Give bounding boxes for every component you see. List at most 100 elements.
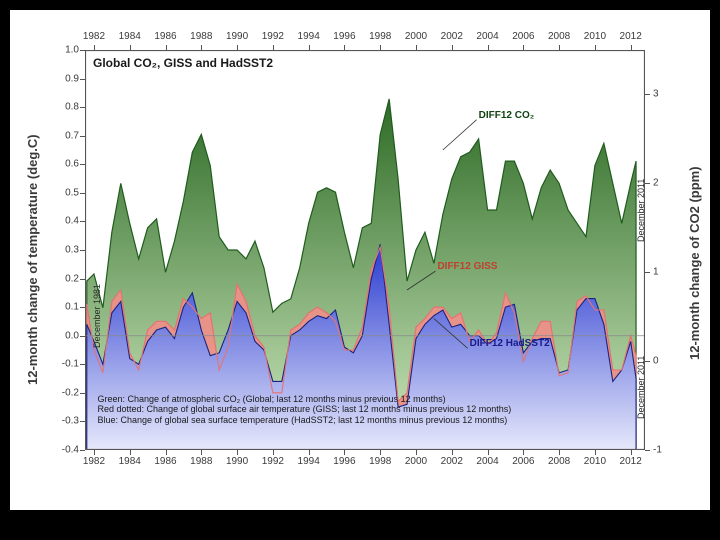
ytick-label-left: 0.1 (55, 302, 79, 313)
xtick-label-bottom: 1988 (190, 456, 212, 467)
ytick-label-right: 1 (653, 267, 659, 278)
ytick-left (80, 364, 85, 365)
xtick-label-top: 1998 (369, 31, 391, 42)
ytick-label-left: -0.3 (55, 416, 79, 427)
xtick-label-bottom: 2002 (441, 456, 463, 467)
boundary-right-b: December 2011 (636, 356, 646, 419)
xtick-bot (631, 450, 632, 455)
ytick-label-left: -0.4 (55, 445, 79, 456)
ytick-label-left: 0.7 (55, 130, 79, 141)
xtick-label-bottom: 2006 (512, 456, 534, 467)
xtick-bot (309, 450, 310, 455)
ytick-left (80, 221, 85, 222)
xtick-label-bottom: 2010 (584, 456, 606, 467)
xtick-top (523, 45, 524, 50)
xtick-bot (416, 450, 417, 455)
xtick-label-top: 2008 (548, 31, 570, 42)
xtick-label-bottom: 1982 (83, 456, 105, 467)
leader-co2 (443, 120, 477, 150)
xtick-bot (559, 450, 560, 455)
xtick-top (94, 45, 95, 50)
ytick-label-right: -1 (653, 445, 662, 456)
xtick-label-bottom: 1994 (298, 456, 320, 467)
xtick-label-top: 1996 (333, 31, 355, 42)
series-label-co2: DIFF12 CO₂ (479, 110, 535, 121)
plot-area (85, 50, 645, 450)
ytick-label-right: 3 (653, 89, 659, 100)
ytick-label-left: 0.8 (55, 102, 79, 113)
xtick-label-bottom: 2008 (548, 456, 570, 467)
xtick-top (559, 45, 560, 50)
xtick-label-bottom: 1984 (119, 456, 141, 467)
boundary-left: December 1981 (92, 284, 102, 348)
ytick-left (80, 336, 85, 337)
xtick-bot (130, 450, 131, 455)
ytick-left (80, 250, 85, 251)
xtick-bot (273, 450, 274, 455)
xtick-bot (94, 450, 95, 455)
xtick-label-top: 2000 (405, 31, 427, 42)
xtick-top (237, 45, 238, 50)
xtick-label-top: 2010 (584, 31, 606, 42)
xtick-top (452, 45, 453, 50)
ytick-label-right: 2 (653, 178, 659, 189)
xtick-label-top: 2012 (620, 31, 642, 42)
ytick-label-left: 1.0 (55, 45, 79, 56)
ytick-left (80, 279, 85, 280)
boundary-right-a: December 2011 (636, 179, 646, 242)
xtick-top (595, 45, 596, 50)
ytick-label-left: -0.2 (55, 387, 79, 398)
ytick-left (80, 136, 85, 137)
xtick-label-top: 1992 (262, 31, 284, 42)
series-label-giss: DIFF12 GISS (437, 261, 497, 272)
legend-line-1: Red dotted: Change of global surface air… (98, 404, 512, 414)
xtick-label-top: 1984 (119, 31, 141, 42)
xtick-bot (201, 450, 202, 455)
xtick-bot (452, 450, 453, 455)
xtick-bot (380, 450, 381, 455)
xtick-label-top: 1990 (226, 31, 248, 42)
xtick-top (344, 45, 345, 50)
ytick-right (645, 450, 650, 451)
ytick-label-left: 0.0 (55, 330, 79, 341)
ytick-label-left: 0.6 (55, 159, 79, 170)
ytick-label-left: 0.2 (55, 273, 79, 284)
xtick-bot (166, 450, 167, 455)
ytick-left (80, 450, 85, 451)
xtick-top (631, 45, 632, 50)
xtick-top (488, 45, 489, 50)
chart-title: Global CO₂, GISS and HadSST2 (93, 56, 273, 70)
xtick-bot (523, 450, 524, 455)
xtick-label-top: 2006 (512, 31, 534, 42)
y-right-label: 12-month change of CO2 (ppm) (687, 166, 702, 360)
ytick-label-left: 0.3 (55, 245, 79, 256)
xtick-label-bottom: 2000 (405, 456, 427, 467)
xtick-bot (344, 450, 345, 455)
xtick-label-top: 1994 (298, 31, 320, 42)
xtick-label-bottom: 1996 (333, 456, 355, 467)
ytick-left (80, 79, 85, 80)
ytick-label-left: -0.1 (55, 359, 79, 370)
legend-line-2: Blue: Change of global sea surface tempe… (98, 415, 508, 425)
xtick-label-bottom: 1990 (226, 456, 248, 467)
xtick-bot (488, 450, 489, 455)
xtick-top (380, 45, 381, 50)
legend-line-0: Green: Change of atmospheric CO₂ (Global… (98, 394, 446, 404)
ytick-label-left: 0.4 (55, 216, 79, 227)
ytick-left (80, 307, 85, 308)
xtick-top (130, 45, 131, 50)
series-label-hadsst2: DIFF12 HadSST2 (470, 338, 550, 349)
ytick-label-right: 0 (653, 356, 659, 367)
xtick-top (166, 45, 167, 50)
xtick-label-top: 2002 (441, 31, 463, 42)
ytick-left (80, 107, 85, 108)
xtick-top (273, 45, 274, 50)
ytick-label-left: 0.9 (55, 73, 79, 84)
xtick-top (201, 45, 202, 50)
xtick-top (309, 45, 310, 50)
ytick-left (80, 164, 85, 165)
xtick-label-top: 1986 (154, 31, 176, 42)
ytick-right (645, 272, 650, 273)
xtick-label-bottom: 1992 (262, 456, 284, 467)
xtick-label-top: 2004 (476, 31, 498, 42)
